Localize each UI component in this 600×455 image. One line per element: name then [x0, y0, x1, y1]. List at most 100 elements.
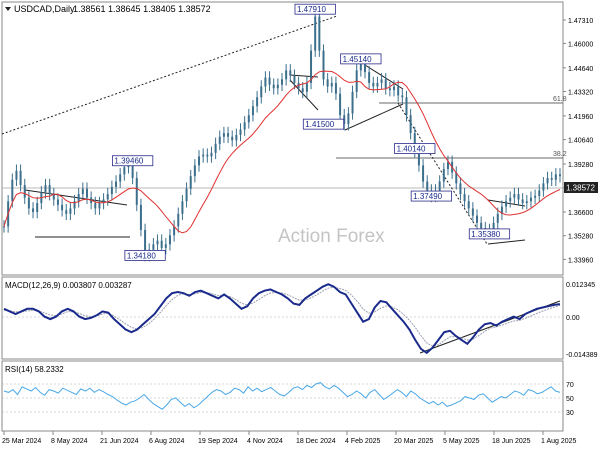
price-candle-body	[339, 93, 342, 116]
price-candle-body	[131, 161, 134, 178]
price-candle-body	[32, 208, 35, 213]
price-candle-body	[164, 244, 167, 248]
price-candle-body	[61, 204, 64, 211]
annotation-label: 1.40140	[397, 145, 426, 154]
price-candle-body	[144, 229, 147, 256]
price-candle-body	[106, 194, 109, 200]
price-candle-body	[268, 77, 271, 85]
price-candle-body	[11, 179, 14, 202]
price-candle-body	[239, 129, 242, 135]
x-tick-label: 21 Jun 2024	[100, 438, 139, 445]
price-candle-body	[260, 86, 263, 98]
macd-panel-frame	[1, 276, 564, 360]
x-tick-label: 8 May 2024	[51, 438, 88, 445]
header-symbol: USDCAD,Daily	[14, 4, 75, 14]
price-candle-body	[310, 50, 313, 83]
price-candle-body	[301, 88, 304, 92]
price-candle-body	[326, 79, 329, 87]
price-candle-body	[550, 177, 553, 180]
price-candle-body	[102, 199, 105, 204]
price-candle-body	[463, 194, 466, 202]
price-candle-body	[94, 203, 97, 209]
price-candle-body	[455, 172, 458, 184]
price-candle-body	[509, 197, 512, 202]
annotation-label: 1.45140	[343, 55, 372, 64]
price-candle-body	[446, 161, 449, 169]
price-tick-label: 1.47310	[568, 18, 593, 25]
price-candle-body	[372, 82, 375, 87]
current-price-badge	[564, 182, 598, 193]
price-candle-body	[397, 86, 400, 96]
price-annotations: 1.34180 1.39460 1.47910 1.41500 1.45140 1.401…	[112, 3, 511, 261]
price-candle-body	[376, 82, 379, 87]
price-candle-body	[222, 133, 225, 137]
price-tick-label: 1.46000	[568, 41, 593, 48]
price-candle-body	[529, 197, 532, 202]
annotation-box	[340, 53, 382, 65]
price-candle-body	[23, 185, 26, 198]
price-candle-body	[235, 134, 238, 141]
moving-average-line	[3, 70, 561, 234]
price-candle-body	[152, 244, 155, 250]
price-candle-body	[459, 183, 462, 195]
annotation-box	[302, 118, 345, 130]
price-tick-label: 1.44640	[568, 66, 593, 73]
price-candle-body	[181, 201, 184, 214]
annotation-label: 1.39460	[114, 157, 143, 166]
price-candle-body	[218, 136, 221, 144]
price-tick-label: 1.41960	[568, 114, 593, 121]
price-candle-body	[517, 194, 520, 200]
price-candle-body	[202, 154, 205, 157]
price-tick-label: 1.33960	[568, 257, 593, 264]
price-candle-body	[85, 188, 88, 198]
annotation-box	[410, 190, 452, 202]
x-tick-label: 19 Sep 2024	[198, 438, 238, 445]
price-candle-body	[44, 185, 47, 193]
price-candle-body	[247, 115, 250, 123]
price-candle-body	[119, 174, 122, 182]
rsi-label: RSI(14) 58.2332	[5, 365, 64, 374]
price-candle-body	[69, 208, 72, 214]
price-candle-body	[52, 194, 55, 200]
price-candle-body	[243, 122, 246, 130]
x-tick-label: 1 Aug 2025	[541, 438, 577, 445]
price-tick-label: 1.36600	[568, 210, 593, 217]
price-candle-body	[19, 170, 22, 186]
current-price-text: 1.38572	[566, 184, 595, 193]
price-candle-body	[405, 97, 408, 116]
price-candle-body	[471, 208, 474, 216]
price-candle-body	[272, 84, 275, 89]
price-candle-body	[160, 240, 163, 248]
price-candle-body	[293, 75, 296, 83]
price-candle-body	[81, 188, 84, 195]
price-candle-body	[409, 115, 412, 134]
price-candle-body	[156, 240, 159, 245]
price-candle-body	[173, 226, 176, 236]
macd-tick-bottom: -0.014389	[566, 352, 598, 359]
price-candle-body	[442, 168, 445, 182]
rsi-tick-50: 50	[566, 396, 574, 403]
price-candle-body	[135, 177, 138, 205]
x-tick-label: 6 Aug 2024	[149, 438, 185, 445]
price-candle-body	[368, 72, 371, 83]
annotation-label: 1.47910	[297, 5, 326, 14]
rsi-tick-30: 30	[566, 410, 574, 417]
price-candle-body	[413, 133, 416, 152]
x-tick-label: 20 Mar 2025	[394, 438, 433, 445]
price-candle-body	[123, 167, 126, 175]
rsi-line	[3, 382, 561, 410]
price-candle-body	[384, 79, 387, 89]
price-candle-body	[168, 235, 171, 245]
x-tick-label: 4 Feb 2025	[345, 438, 381, 445]
price-candle-body	[48, 185, 51, 195]
price-candle-body	[351, 91, 354, 114]
price-candle-body	[505, 201, 508, 207]
price-candle-body	[227, 133, 230, 137]
price-candle-body	[185, 188, 188, 202]
price-candle-body	[347, 113, 350, 125]
price-candle-body	[15, 170, 18, 180]
price-candle-body	[276, 84, 279, 89]
price-candle-body	[525, 201, 528, 204]
